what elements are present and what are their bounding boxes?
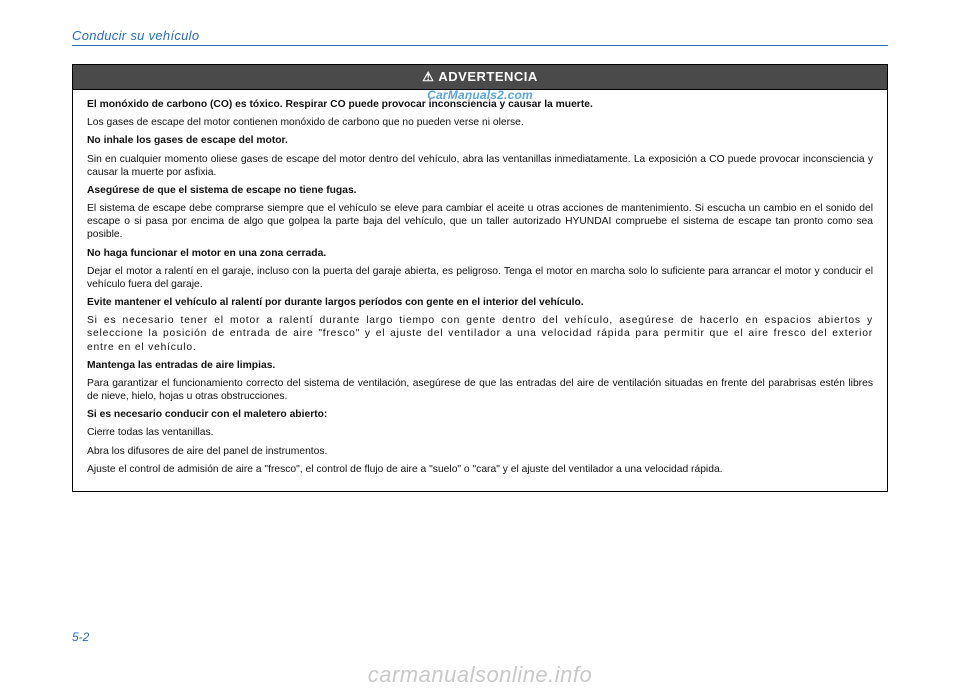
- warning-paragraph: Sin en cualquier momento oliese gases de…: [87, 153, 873, 179]
- warning-paragraph: Mantenga las entradas de aire limpias.: [87, 359, 873, 372]
- warning-paragraph: Si es necesario tener el motor a ralentí…: [87, 314, 873, 354]
- warning-paragraph: No haga funcionar el motor en una zona c…: [87, 247, 873, 260]
- header-underline: [72, 45, 888, 46]
- page-number: 5-2: [72, 630, 89, 644]
- warning-paragraph: Para garantizar el funcionamiento correc…: [87, 377, 873, 403]
- warning-paragraph: Los gases de escape del motor contienen …: [87, 116, 873, 129]
- page-header: Conducir su vehículo: [60, 28, 900, 43]
- warning-paragraph: Evite mantener el vehículo al ralentí po…: [87, 296, 873, 309]
- warning-paragraph: Dejar el motor a ralentí en el garaje, i…: [87, 265, 873, 291]
- section-title: Conducir su vehículo: [72, 28, 199, 43]
- warning-body: El monóxido de carbono (CO) es tóxico. R…: [73, 90, 887, 491]
- warning-paragraph: Asegúrese de que el sistema de escape no…: [87, 184, 873, 197]
- watermark-top: CarManuals2.com: [427, 88, 533, 102]
- watermark-bottom: carmanualsonline.info: [368, 662, 593, 688]
- warning-paragraph: Abra los difusores de aire del panel de …: [87, 445, 873, 458]
- manual-page: Conducir su vehículo CarManuals2.com ⚠ AD…: [0, 0, 960, 700]
- warning-header: ⚠ ADVERTENCIA: [73, 65, 887, 90]
- warning-paragraph: Ajuste el control de admisión de aire a …: [87, 463, 873, 476]
- warning-paragraph: Si es necesario conducir con el maletero…: [87, 408, 873, 421]
- warning-paragraph: No inhale los gases de escape del motor.: [87, 134, 873, 147]
- warning-box: ⚠ ADVERTENCIA El monóxido de carbono (CO)…: [72, 64, 888, 492]
- warning-icon: ⚠: [422, 69, 434, 85]
- warning-title: ADVERTENCIA: [438, 69, 537, 84]
- warning-paragraph: El sistema de escape debe comprarse siem…: [87, 202, 873, 242]
- warning-paragraph: Cierre todas las ventanillas.: [87, 426, 873, 439]
